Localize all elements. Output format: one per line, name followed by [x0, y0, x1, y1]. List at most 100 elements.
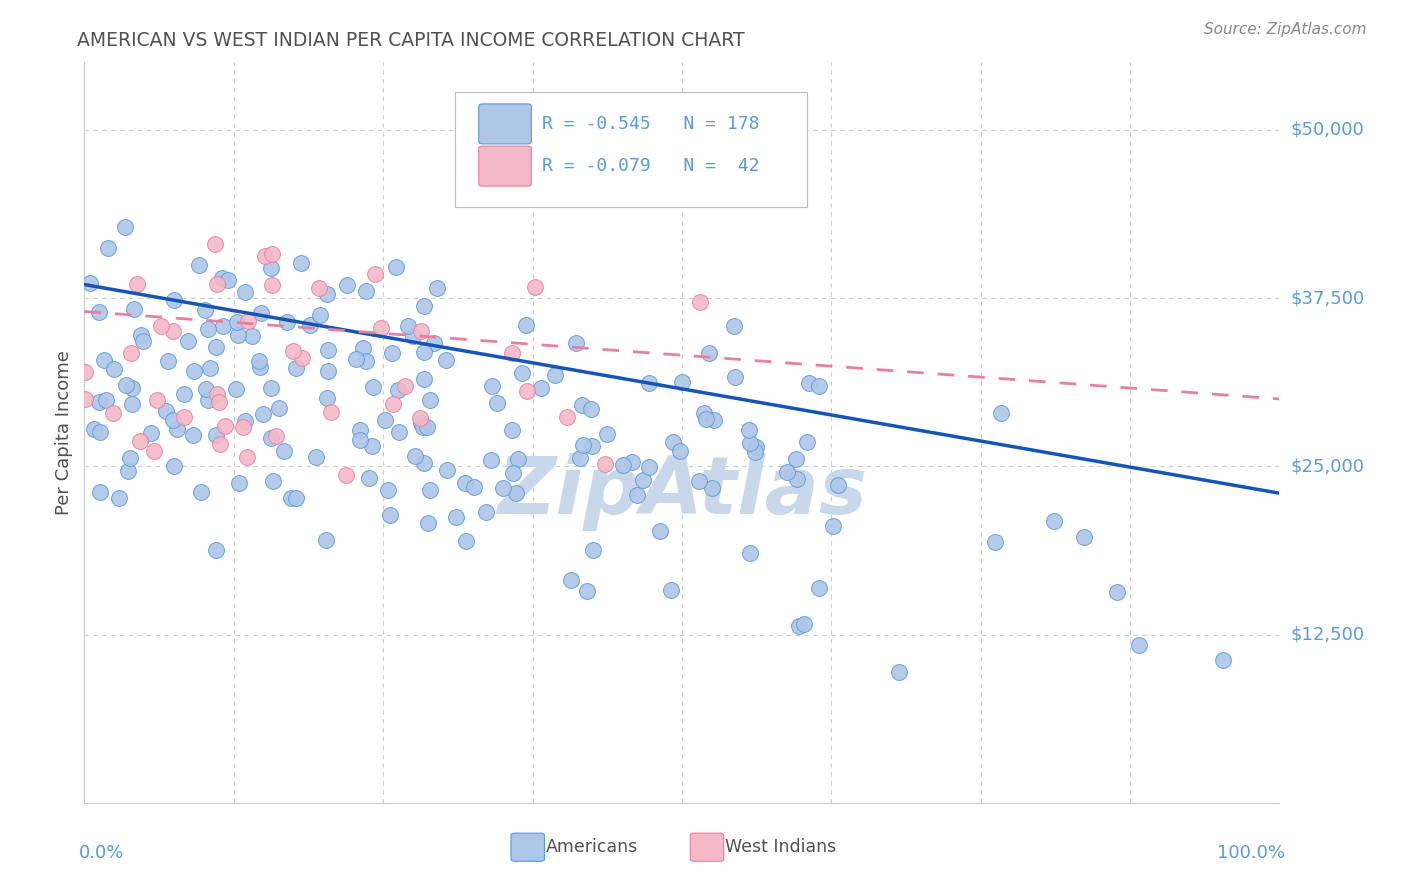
Point [887, 665, 910, 679]
Point [253, 249, 276, 263]
Point [305, 450, 328, 464]
Point [807, 379, 830, 393]
Point [530, 381, 553, 395]
Point [501, 346, 523, 360]
Point [394, 378, 416, 392]
Y-axis label: Per Capita Income: Per Capita Income [55, 351, 73, 515]
Point [524, 280, 547, 294]
Text: Americans: Americans [546, 838, 638, 856]
Point [336, 278, 359, 293]
Point [101, 406, 124, 420]
Point [576, 584, 599, 599]
Point [388, 425, 411, 440]
Point [515, 318, 537, 332]
Point [285, 361, 308, 376]
Point [155, 404, 177, 418]
Point [354, 354, 377, 368]
Point [162, 413, 184, 427]
Point [205, 277, 228, 292]
Point [75, 365, 97, 379]
Point [129, 434, 152, 448]
Point [419, 483, 441, 497]
Point [299, 318, 322, 333]
Point [409, 324, 432, 338]
Point [190, 484, 212, 499]
Point [83, 422, 105, 436]
Point [183, 364, 205, 378]
Point [689, 295, 711, 310]
Point [426, 280, 449, 294]
Point [1105, 585, 1128, 599]
Point [486, 395, 509, 409]
FancyBboxPatch shape [479, 146, 531, 186]
Point [173, 386, 195, 401]
Point [225, 382, 247, 396]
Point [205, 543, 228, 558]
Point [475, 505, 498, 519]
Point [374, 413, 396, 427]
Point [693, 406, 716, 420]
Point [87, 305, 110, 319]
Point [463, 480, 485, 494]
Point [434, 352, 457, 367]
Point [411, 416, 433, 430]
Point [214, 419, 236, 434]
Point [308, 281, 330, 295]
Point [409, 411, 432, 425]
Point [194, 303, 217, 318]
Point [738, 423, 761, 437]
Point [129, 327, 152, 342]
Point [217, 273, 239, 287]
Point [236, 314, 259, 328]
Point [422, 335, 444, 350]
Point [197, 322, 219, 336]
Text: ZipAtlas: ZipAtlas [496, 453, 868, 531]
Point [544, 368, 567, 382]
Point [87, 394, 110, 409]
Point [273, 444, 295, 458]
Point [315, 533, 337, 547]
Point [247, 354, 270, 368]
Point [233, 285, 256, 300]
Point [668, 443, 690, 458]
Point [502, 466, 524, 480]
Point [387, 384, 409, 398]
Text: West Indians: West Indians [725, 838, 837, 856]
Point [626, 488, 648, 502]
Point [316, 364, 339, 378]
Point [150, 318, 173, 333]
Point [269, 401, 291, 415]
Point [157, 354, 180, 368]
Point [505, 486, 527, 500]
Text: R = -0.545   N = 178: R = -0.545 N = 178 [543, 115, 759, 133]
Point [413, 299, 436, 313]
Point [194, 382, 217, 396]
Point [163, 293, 186, 308]
Point [808, 581, 831, 595]
Point [695, 411, 717, 425]
Point [233, 414, 256, 428]
Point [120, 346, 142, 360]
Point [787, 618, 810, 632]
Point [94, 392, 117, 407]
Point [508, 452, 530, 467]
Point [1128, 639, 1150, 653]
Point [93, 352, 115, 367]
Point [479, 452, 502, 467]
Point [723, 319, 745, 334]
Point [235, 450, 257, 464]
Point [555, 410, 578, 425]
Point [413, 372, 436, 386]
Text: $12,500: $12,500 [1291, 625, 1365, 643]
Point [344, 352, 367, 367]
Point [404, 449, 426, 463]
Point [612, 458, 634, 472]
Point [146, 392, 169, 407]
Point [260, 431, 283, 445]
Point [260, 381, 283, 395]
Point [744, 445, 766, 459]
Point [662, 435, 685, 450]
Point [249, 359, 271, 374]
Point [564, 336, 586, 351]
Point [132, 334, 155, 348]
